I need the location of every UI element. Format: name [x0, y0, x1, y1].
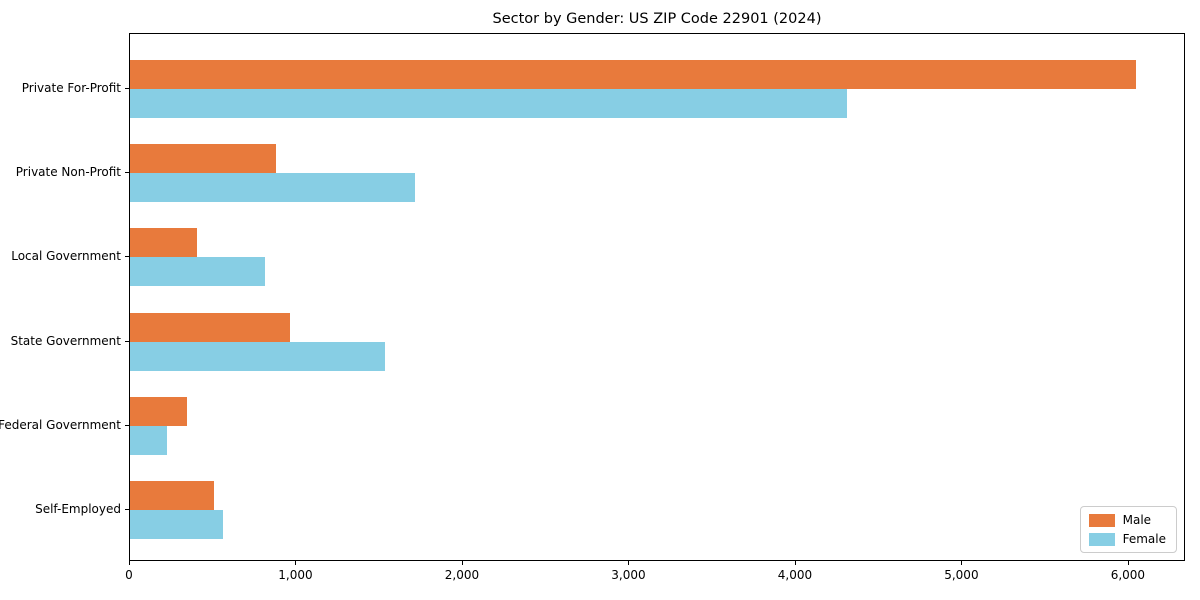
y-tick-mark: [125, 340, 129, 342]
y-tick-label: Private Non-Profit: [15, 165, 121, 180]
x-tick-label: 0: [125, 568, 133, 582]
bar-female-1: [130, 173, 415, 203]
x-tick-mark: [628, 561, 630, 565]
bar-male-5: [130, 481, 215, 510]
y-tick-label: Local Government: [11, 249, 121, 264]
legend-label-male: Male: [1122, 513, 1152, 527]
x-tick-label: 4,000: [777, 568, 813, 582]
bar-male-3: [130, 312, 290, 342]
x-tick-mark: [794, 561, 796, 565]
x-tick-label: 6,000: [1110, 568, 1146, 582]
bars-layer: [130, 34, 1184, 560]
legend-item-male: Male: [1088, 513, 1166, 527]
x-tick-label: 5,000: [944, 568, 979, 582]
legend-label-female: Female: [1122, 532, 1166, 546]
bar-male-1: [130, 144, 276, 174]
legend-item-female: Female: [1088, 532, 1166, 546]
x-tick-mark: [295, 561, 297, 565]
bar-female-3: [130, 341, 385, 371]
bar-male-2: [130, 228, 197, 258]
bar-female-4: [130, 425, 168, 455]
legend: Male Female: [1079, 506, 1177, 553]
y-tick-mark: [125, 88, 129, 89]
y-tick-label: Private For-Profit: [21, 81, 121, 95]
y-tick-mark: [125, 256, 129, 258]
y-tick-mark: [125, 424, 129, 426]
y-tick-mark: [125, 509, 129, 510]
x-tick-label: 1,000: [278, 568, 313, 582]
y-tick-label: State Government: [10, 333, 121, 348]
bar-male-4: [130, 396, 187, 426]
x-tick-mark: [129, 561, 130, 565]
y-axis-labels: Private For-Profit Private Non-Profit Loca…: [0, 33, 121, 561]
legend-swatch-female: [1088, 532, 1115, 546]
x-tick-label: 2,000: [444, 568, 480, 582]
chart-title: Sector by Gender: US ZIP Code 22901 (202…: [492, 11, 822, 27]
bar-female-0: [130, 89, 847, 118]
x-tick-mark: [961, 561, 963, 565]
bar-male-0: [130, 60, 1136, 89]
plot-area: Male Female: [129, 33, 1185, 561]
y-tick-label: Federal Government: [0, 417, 121, 432]
bar-female-2: [130, 257, 265, 287]
bar-female-5: [130, 510, 224, 539]
y-tick-mark: [125, 172, 129, 174]
x-tick-mark: [1127, 561, 1129, 565]
x-tick-label: 3,000: [611, 568, 646, 582]
x-tick-mark: [461, 561, 463, 565]
legend-swatch-male: [1088, 513, 1115, 527]
y-tick-label: Self-Employed: [35, 502, 121, 516]
